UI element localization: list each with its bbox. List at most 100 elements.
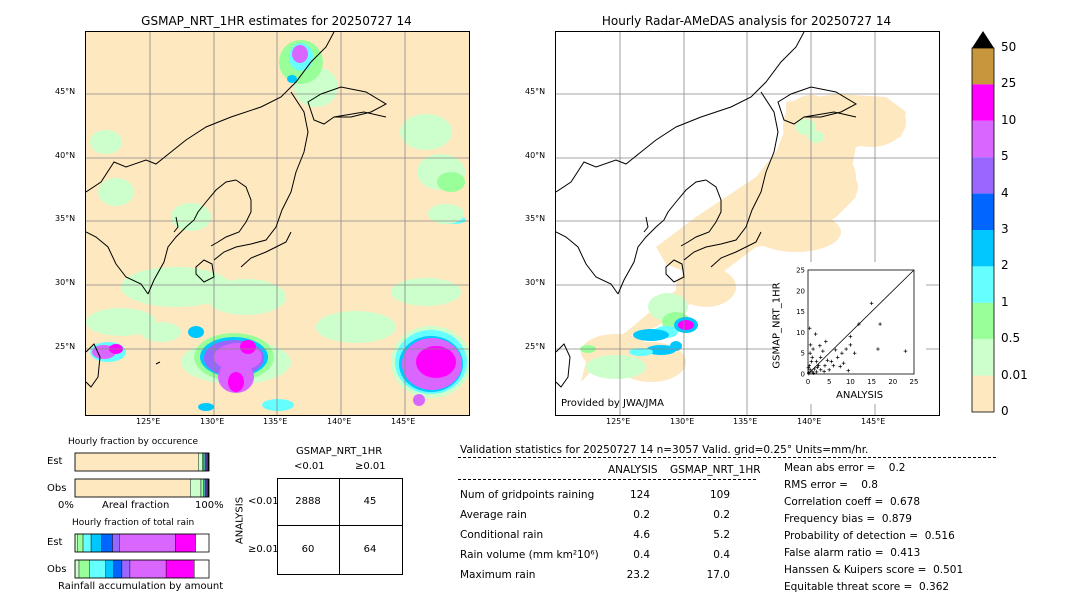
scatter-ytick: 15 — [796, 308, 805, 316]
right-lat-label: 35°N — [525, 214, 546, 223]
val-row-gsmap: 109 — [709, 489, 730, 501]
data-credit: Provided by JWA/JMA — [561, 398, 664, 409]
ct-col-1: ≥0.01 — [355, 461, 386, 472]
val-row-analysis: 0.4 — [633, 549, 650, 561]
scatter-point — [812, 367, 817, 371]
scatter-point — [833, 348, 838, 352]
colorbar-swatch — [972, 375, 994, 412]
occ-bar-segment — [74, 478, 191, 498]
rain-bar-segment — [90, 533, 103, 553]
occ-bar-segment — [200, 478, 204, 498]
left-lon-label: 135°E — [263, 417, 288, 426]
scatter-ytick: 5 — [801, 350, 805, 358]
ct-cell-00: 2888 — [295, 496, 321, 507]
scatter-point — [808, 368, 812, 372]
left-coastlines — [86, 32, 388, 388]
rain-bar-segment — [82, 533, 92, 553]
scatter-point — [852, 351, 857, 355]
scatter-diagonal — [807, 269, 915, 375]
ct-cell-01: 45 — [363, 496, 377, 507]
scatter-point — [818, 368, 823, 372]
scatter-xtick: 15 — [867, 378, 876, 386]
colorbar-tick-label: 0.01 — [1001, 367, 1028, 382]
colorbar — [971, 31, 995, 413]
scatter-point — [806, 365, 811, 370]
occ-bar-segment — [190, 478, 202, 498]
val-row-analysis: 4.6 — [633, 529, 650, 541]
scatter-point — [815, 365, 820, 370]
scatter-point — [810, 355, 815, 360]
val-row-label: Num of gridpoints raining — [460, 489, 595, 501]
colorbar-swatch — [972, 84, 994, 121]
occ-bar-segment — [74, 452, 199, 472]
scatter-point — [818, 343, 822, 348]
occ-obs-label: Obs — [47, 483, 67, 494]
occ-xlabel: Areal fraction — [102, 500, 170, 511]
right-lon-label: 145°E — [861, 417, 886, 426]
val-score: RMS error = 0.8 — [784, 479, 878, 491]
scatter-point — [838, 364, 843, 369]
ct-col-0: <0.01 — [294, 461, 325, 472]
occ-bar-segment — [204, 452, 207, 472]
occ-x100: 100% — [195, 500, 224, 511]
scatter-xlabel: ANALYSIS — [836, 390, 884, 401]
occ-bar-chart — [74, 452, 210, 498]
left-lat-label: 40°N — [55, 151, 76, 160]
rain-bar-segment — [77, 533, 84, 553]
left-lon-label: 145°E — [391, 417, 416, 426]
occ-bar-segment — [206, 478, 208, 498]
colorbar-tick-label: 25 — [1001, 76, 1017, 91]
scatter-point — [857, 322, 861, 326]
left-lat-label: 30°N — [55, 278, 76, 287]
val-row-gsmap: 0.4 — [713, 549, 730, 561]
colorbar-tick-label: 1 — [1001, 294, 1009, 309]
right-lon-label: 125°E — [606, 417, 631, 426]
val-row-analysis: 124 — [629, 489, 650, 501]
scatter-point — [813, 332, 818, 336]
right-lat-label: 45°N — [525, 87, 546, 96]
scatter-ytick: 25 — [796, 267, 805, 275]
occ-bar-segment — [203, 478, 206, 498]
rain-xlabel: Rainfall accumulation by amount — [58, 581, 224, 592]
scatter-point — [878, 322, 882, 326]
colorbar-tick-label: 3 — [1001, 222, 1009, 236]
scatter-xtick: 20 — [888, 378, 897, 386]
colorbar-tick-label: 5 — [1001, 149, 1009, 164]
rain-est-label: Est — [47, 537, 63, 548]
rain-bar-segment — [175, 533, 196, 553]
left-lat-label: 25°N — [55, 342, 76, 351]
val-score: Frequency bias = 0.879 — [784, 513, 912, 525]
right-lon-label: 130°E — [670, 417, 695, 426]
ct-grid — [277, 478, 403, 575]
colorbar-swatch — [972, 230, 994, 267]
scatter-point — [807, 363, 812, 368]
scatter-xtick: 5 — [827, 378, 831, 386]
val-score: Probability of detection = 0.516 — [784, 530, 955, 542]
scatter-point — [846, 368, 851, 373]
left-lon-label: 130°E — [200, 417, 225, 426]
val-score: Correlation coeff = 0.678 — [784, 496, 920, 508]
ct-row-label: ANALYSIS — [234, 496, 246, 545]
rain-bar-segment — [74, 533, 78, 553]
occ-bar-segment — [198, 452, 203, 472]
scatter-point — [876, 347, 880, 351]
colorbar-tick-label: 10 — [1001, 112, 1017, 127]
val-score: Equitable threat score = 0.362 — [784, 581, 950, 593]
scatter-ytick: 10 — [796, 329, 805, 337]
val-row-analysis: 0.2 — [633, 509, 650, 521]
colorbar-tick-label: 0.5 — [1001, 331, 1021, 346]
colorbar-tick-label: 4 — [1001, 185, 1009, 200]
scatter-xtick: 0 — [806, 378, 810, 386]
rain-bar-frame — [74, 559, 210, 579]
rain-bar-segment — [119, 533, 176, 553]
rain-bar-segment — [113, 559, 123, 579]
val-row-gsmap: 5.2 — [713, 529, 730, 541]
scatter-point — [807, 371, 811, 376]
scatter-ylabel: GSMAP_NRT_1HR — [771, 282, 783, 369]
ct-row-1: ≥0.01 — [248, 544, 279, 555]
colorbar-tick-label: 0 — [1001, 404, 1009, 418]
occ-title: Hourly fraction by occurence — [68, 437, 199, 447]
occ-bar-segment — [206, 452, 208, 472]
right-lat-label: 30°N — [525, 278, 546, 287]
scatter-point — [808, 343, 813, 347]
